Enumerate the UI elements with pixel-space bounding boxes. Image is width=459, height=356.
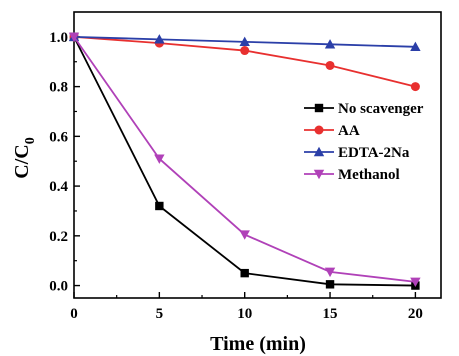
- data-point: [325, 280, 335, 289]
- legend-label: No scavenger: [338, 101, 424, 117]
- x-tick-label: 5: [156, 306, 164, 322]
- data-point: [154, 34, 165, 44]
- x-tick-label: 0: [70, 306, 78, 322]
- y-tick-label: 0.4: [49, 179, 68, 195]
- data-point: [155, 201, 164, 211]
- y-tick-label: 0.6: [49, 129, 68, 145]
- data-point: [325, 60, 335, 70]
- data-point: [68, 32, 80, 43]
- y-tick-label: 1.0: [49, 30, 68, 46]
- legend-marker: [314, 103, 324, 113]
- y-axis-title-main: C/C: [11, 144, 33, 178]
- series-edta-2na: [68, 31, 421, 52]
- data-point: [410, 277, 421, 288]
- y-tick-label: 0.0: [49, 279, 68, 295]
- y-axis-title-sub: 0: [23, 137, 38, 144]
- ticks-layer: 0 5 10 15 20 0.0 0.2 0.4 0.6 0.8 1.0: [49, 30, 423, 322]
- data-point: [324, 39, 336, 49]
- legend-label: AA: [338, 123, 360, 139]
- data-point: [239, 36, 250, 47]
- legend-entry: Methanol: [304, 167, 400, 183]
- y-axis-title: C/C0: [11, 137, 38, 178]
- y-tick-label: 0.8: [49, 80, 68, 96]
- x-tick-label: 20: [408, 306, 423, 322]
- data-point: [154, 154, 165, 164]
- legend-marker: [313, 169, 325, 180]
- x-tick-label: 15: [323, 306, 338, 322]
- data-point: [410, 82, 420, 92]
- y-tick-label: 0.2: [49, 229, 68, 245]
- series-methanol: [68, 32, 421, 288]
- legend: No scavenger AA EDTA-2Na Methanol: [304, 101, 424, 183]
- data-point: [240, 46, 250, 56]
- x-tick-label: 10: [237, 306, 252, 322]
- series-layer: [68, 31, 421, 290]
- legend-entry: No scavenger: [304, 101, 424, 117]
- legend-entry: AA: [304, 123, 360, 139]
- data-point: [239, 230, 250, 240]
- legend-label: Methanol: [338, 167, 400, 183]
- data-point: [410, 41, 421, 52]
- legend-entry: EDTA-2Na: [304, 145, 410, 161]
- data-point: [240, 268, 249, 278]
- data-point: [324, 267, 336, 278]
- legend-marker: [313, 146, 325, 157]
- plot-frame: [73, 11, 442, 299]
- x-axis-title: Time (min): [210, 333, 306, 355]
- legend-label: EDTA-2Na: [338, 145, 410, 161]
- series-no-scavenger: [69, 32, 420, 290]
- legend-marker: [314, 125, 324, 135]
